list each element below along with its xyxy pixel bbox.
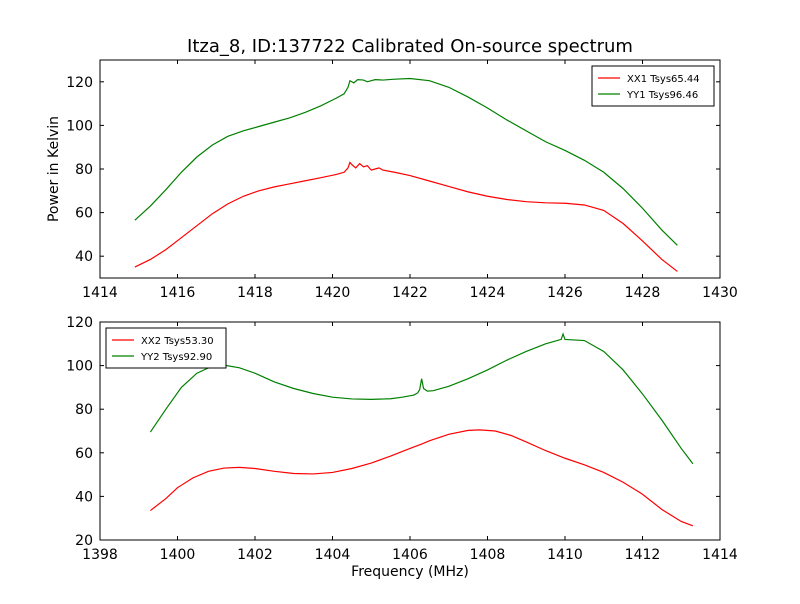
- top-x-tick-label: 1426: [547, 285, 583, 301]
- top-y-tick-label: 80: [75, 162, 93, 178]
- bottom-legend-entry: XX2 Tsys53.30: [141, 336, 214, 347]
- bottom-x-tick-label: 1402: [237, 547, 273, 563]
- top-x-tick-label: 1422: [392, 285, 428, 301]
- bottom-plot-panel: 1398 1400 1402 1404 1406 1408 1410 1412 1414 20 40…: [66, 315, 738, 580]
- chart-title: Itza_8, ID:137722 Calibrated On-source s…: [187, 36, 633, 57]
- top-legend-box: [591, 65, 715, 107]
- top-x-tick-label: 1430: [702, 285, 738, 301]
- bottom-legend: XX2 Tsys53.30 YY2 Tsys92.90: [105, 327, 227, 369]
- top-legend-entry: YY1 Tsys96.46: [626, 90, 698, 101]
- bottom-legend-box: [105, 327, 227, 369]
- top-x-tick-label: 1414: [82, 285, 118, 301]
- bottom-x-tick-label: 1412: [625, 547, 661, 563]
- bottom-x-axis-label: Frequency (MHz): [351, 564, 469, 580]
- top-plot-panel: 1414 1416 1418 1420 1422 1424 1426 1428 1430 40 60…: [46, 59, 738, 301]
- bottom-series-line-yy2: [149, 332, 694, 465]
- top-y-tick-label: 100: [66, 118, 93, 134]
- top-y-axis-label: Power in Kelvin: [46, 116, 62, 222]
- bottom-y-tick-label: 120: [66, 315, 93, 331]
- bottom-x-tick-label: 1398: [82, 547, 118, 563]
- top-y-tick-label: 120: [66, 75, 93, 91]
- bottom-legend-entry: YY2 Tsys92.90: [140, 352, 212, 363]
- bottom-series-line-xx2: [150, 429, 694, 527]
- bottom-x-tick-label: 1404: [315, 547, 351, 563]
- top-series-line-xx1: [134, 161, 678, 272]
- top-x-tick-label: 1428: [625, 285, 661, 301]
- bottom-x-tick-label: 1410: [547, 547, 583, 563]
- top-y-tick-label: 40: [75, 249, 93, 265]
- top-x-tick-label: 1418: [237, 285, 273, 301]
- bottom-x-tick-label: 1400: [160, 547, 196, 563]
- top-y-tick-label: 60: [75, 206, 93, 222]
- bottom-x-tick-label: 1414: [702, 547, 738, 563]
- bottom-y-tick-label: 60: [75, 446, 93, 462]
- bottom-x-tick-label: 1408: [470, 547, 506, 563]
- bottom-x-tick-label: 1406: [392, 547, 428, 563]
- top-x-tick-label: 1420: [315, 285, 351, 301]
- bottom-y-tick-label: 100: [66, 359, 93, 375]
- top-x-tick-label: 1416: [160, 285, 196, 301]
- top-series-line-yy1: [134, 77, 678, 246]
- top-legend: XX1 Tsys65.44 YY1 Tsys96.46: [591, 65, 715, 107]
- top-x-tick-label: 1424: [470, 285, 506, 301]
- bottom-y-tick-label: 40: [75, 489, 93, 505]
- bottom-y-tick-label: 20: [75, 533, 93, 549]
- bottom-y-tick-label: 80: [75, 402, 93, 418]
- top-legend-entry: XX1 Tsys65.44: [627, 74, 700, 85]
